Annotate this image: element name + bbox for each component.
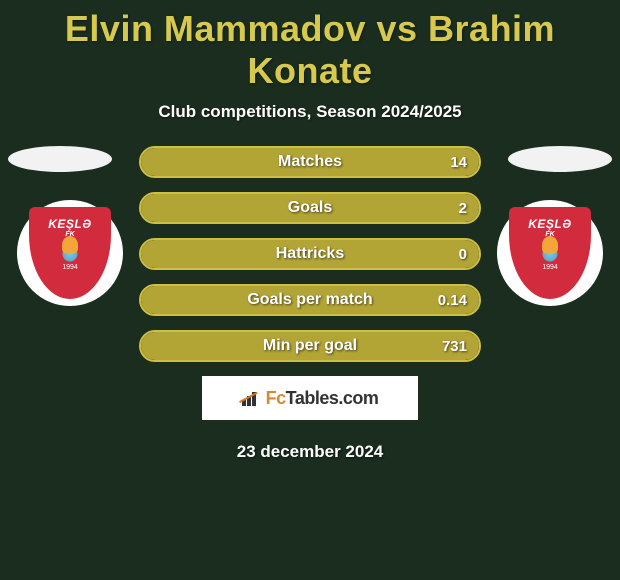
page-title: Elvin Mammadov vs Brahim Konate — [0, 2, 620, 102]
player-left-club-badge: KEŞLƏ FK 1994 — [17, 200, 123, 306]
brand-tables: Tables.com — [286, 388, 379, 408]
stat-bar: Goals per match 0.14 — [139, 284, 481, 316]
stat-bar: Matches 14 — [139, 146, 481, 178]
club-year-right: 1994 — [509, 264, 591, 271]
player-right-avatar-placeholder — [508, 146, 612, 172]
stat-label: Min per goal — [263, 337, 357, 355]
player-right-club-badge: KEŞLƏ FK 1994 — [497, 200, 603, 306]
player-left-avatar-placeholder — [8, 146, 112, 172]
club-name-left: KEŞLƏ — [29, 207, 111, 231]
stat-value: 0 — [459, 246, 467, 263]
club-year-left: 1994 — [29, 264, 111, 271]
comparison-card: Elvin Mammadov vs Brahim Konate Club com… — [0, 0, 620, 462]
club-name-right: KEŞLƏ — [509, 207, 591, 231]
stat-value: 0.14 — [438, 292, 467, 309]
shield-icon: KEŞLƏ FK 1994 — [29, 207, 111, 299]
stat-value: 2 — [459, 200, 467, 217]
stat-value: 731 — [442, 338, 467, 355]
stat-bar: Min per goal 731 — [139, 330, 481, 362]
stat-label: Matches — [278, 153, 342, 171]
stat-bar: Hattricks 0 — [139, 238, 481, 270]
stat-label: Goals — [288, 199, 332, 217]
snapshot-date: 23 december 2024 — [0, 442, 620, 462]
stat-label: Goals per match — [247, 291, 372, 309]
stat-value: 14 — [450, 154, 467, 171]
stat-bar: Goals 2 — [139, 192, 481, 224]
shield-icon: KEŞLƏ FK 1994 — [509, 207, 591, 299]
subtitle: Club competitions, Season 2024/2025 — [0, 102, 620, 122]
stats-bars: Matches 14 Goals 2 Hattricks 0 Goals per match… — [139, 146, 481, 362]
stat-label: Hattricks — [276, 245, 344, 263]
main-area: KEŞLƏ FK 1994 KEŞLƏ FK 1994 Matches 14 Goa… — [0, 146, 620, 362]
bar-chart-icon — [242, 390, 262, 406]
brand-fc: Fc — [266, 388, 286, 408]
brand-attribution[interactable]: FcTables.com — [202, 376, 418, 420]
